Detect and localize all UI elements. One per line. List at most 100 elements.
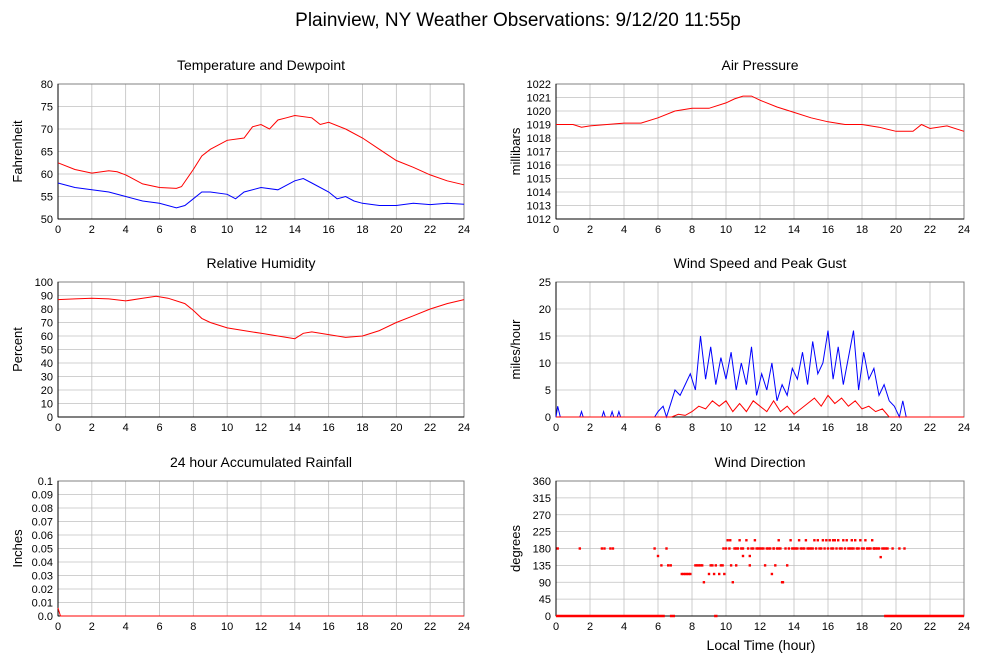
scatter-point xyxy=(656,554,660,558)
x-tick-label: 8 xyxy=(689,621,695,633)
x-tick-label: 8 xyxy=(689,224,695,236)
scatter-point xyxy=(862,547,865,550)
scatter-point xyxy=(796,547,799,550)
scatter-point xyxy=(684,572,687,576)
scatter-point xyxy=(781,581,785,584)
x-tick-label: 24 xyxy=(958,621,970,633)
scatter-point xyxy=(804,539,808,542)
scatter-point xyxy=(881,547,884,550)
scatter-point xyxy=(735,564,738,567)
x-tick-label: 10 xyxy=(720,621,732,633)
y-tick-label: 1012 xyxy=(527,214,551,226)
scatter-point xyxy=(697,564,700,567)
scatter-point xyxy=(711,564,714,567)
scatter-point xyxy=(786,564,789,567)
rainfall-panel: 0 2 4 6 8 10 12 14 16 18 20 22 240.00.010.020.030.04… xyxy=(10,454,470,633)
scatter-point xyxy=(777,539,780,542)
y-tick-label: 1022 xyxy=(527,79,551,91)
x-tick-label: 0 xyxy=(55,621,61,633)
pressure-panel: 0 2 4 6 8 10 12 14 16 18 20 22 241012101310141015101… xyxy=(508,57,970,236)
scatter-point xyxy=(854,539,857,542)
x-tick-label: 4 xyxy=(621,621,627,633)
humidity-panel: 0 2 4 6 8 10 12 14 16 18 20 22 240102030405060708090… xyxy=(10,255,470,434)
wind_direction-y-label: degrees xyxy=(508,525,523,572)
scatter-point xyxy=(872,547,876,550)
scatter-point xyxy=(835,547,838,550)
x-tick-label: 22 xyxy=(424,422,436,434)
x-tick-label: 6 xyxy=(156,224,162,236)
scatter-point xyxy=(864,539,867,542)
scatter-point xyxy=(809,547,813,550)
scatter-point xyxy=(828,539,831,542)
pressure-series-0 xyxy=(556,95,965,132)
x-tick-label: 20 xyxy=(390,621,402,633)
y-tick-label: 30 xyxy=(41,372,53,384)
scatter-point xyxy=(808,547,811,550)
scatter-point xyxy=(772,547,775,550)
scatter-point xyxy=(769,547,772,550)
scatter-point xyxy=(842,539,845,542)
y-tick-label: 80 xyxy=(41,79,53,91)
y-tick-label: 0 xyxy=(545,611,551,623)
scatter-point xyxy=(871,539,874,542)
x-tick-label: 0 xyxy=(55,224,61,236)
x-tick-label: 16 xyxy=(323,621,335,633)
temperature-title: Temperature and Dewpoint xyxy=(177,57,345,73)
scatter-point xyxy=(775,547,779,550)
x-tick-label: 24 xyxy=(458,621,470,633)
wind_direction-title: Wind Direction xyxy=(714,454,805,470)
x-tick-label: 24 xyxy=(958,422,970,434)
x-tick-label: 22 xyxy=(424,224,436,236)
scatter-point xyxy=(850,547,853,550)
y-tick-label: 0.07 xyxy=(32,517,53,529)
scatter-point xyxy=(758,547,762,550)
page-title: Plainview, NY Weather Observations: 9/12… xyxy=(295,10,741,31)
x-tick-label: 2 xyxy=(587,621,593,633)
x-tick-label: 0 xyxy=(55,422,61,434)
scatter-point xyxy=(729,564,733,567)
x-tick-label: 16 xyxy=(822,224,834,236)
scatter-point xyxy=(740,547,743,550)
y-tick-label: 0.08 xyxy=(32,503,53,515)
scatter-point xyxy=(801,547,804,550)
scatter-point xyxy=(603,547,606,550)
scatter-point xyxy=(721,564,724,567)
x-tick-label: 12 xyxy=(754,621,766,633)
scatter-point xyxy=(882,547,886,550)
x-tick-label: 2 xyxy=(89,224,95,236)
scatter-point xyxy=(665,547,668,550)
scatter-point xyxy=(791,547,794,550)
y-tick-label: 70 xyxy=(41,318,53,330)
y-tick-label: 1016 xyxy=(527,160,551,172)
temperature-y-label: Fahrenheit xyxy=(10,120,25,183)
y-tick-label: 135 xyxy=(533,560,551,572)
x-tick-label: 20 xyxy=(390,224,402,236)
scatter-point xyxy=(748,554,751,558)
scatter-point xyxy=(792,547,796,550)
y-tick-label: 0.02 xyxy=(32,584,53,596)
x-tick-label: 2 xyxy=(89,621,95,633)
x-tick-label: 12 xyxy=(754,422,766,434)
x-tick-label: 18 xyxy=(356,621,368,633)
y-tick-label: 90 xyxy=(41,291,53,303)
x-tick-label: 20 xyxy=(390,422,402,434)
scatter-point xyxy=(806,547,809,550)
x-tick-label: 14 xyxy=(289,224,301,236)
y-tick-label: 1020 xyxy=(527,106,551,118)
wind_speed-series-0 xyxy=(555,330,964,419)
x-tick-label: 16 xyxy=(323,422,335,434)
rainfall-series-0 xyxy=(57,607,464,617)
x-tick-label: 6 xyxy=(156,422,162,434)
x-tick-label: 14 xyxy=(788,422,800,434)
scatter-point xyxy=(860,547,864,550)
scatter-point xyxy=(699,564,702,567)
x-tick-label: 2 xyxy=(587,224,593,236)
y-tick-label: 0.04 xyxy=(32,557,53,569)
x-tick-label: 4 xyxy=(123,224,129,236)
x-tick-label: 24 xyxy=(958,224,970,236)
y-tick-label: 315 xyxy=(533,493,551,505)
wind_speed-title: Wind Speed and Peak Gust xyxy=(674,255,847,271)
y-tick-label: 65 xyxy=(41,147,53,159)
scatter-point xyxy=(803,547,806,550)
